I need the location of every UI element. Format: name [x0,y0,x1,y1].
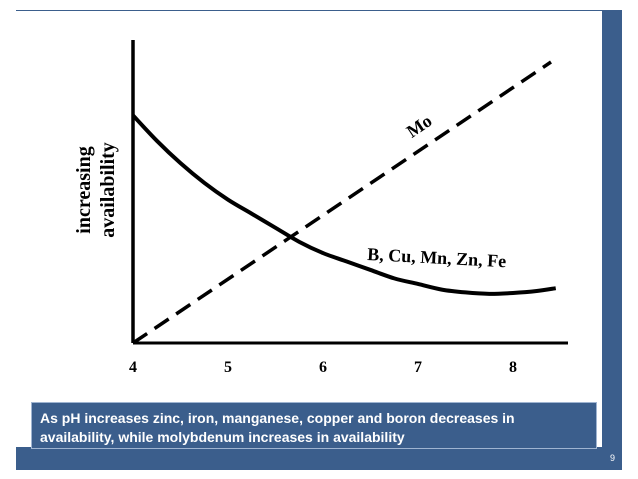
x-tick-label: 5 [224,359,232,376]
caption-text: As pH increases zinc, iron, manganese, c… [40,410,515,445]
series-label-mo: Mo [403,110,436,141]
caption-box: As pH increases zinc, iron, manganese, c… [31,402,597,449]
x-tick-label: 6 [319,359,327,376]
y-axis-label-line-2: availability [97,142,119,238]
x-tick-label: 7 [414,359,422,376]
series-line-mo [132,60,552,345]
series-line-micronutrients [131,114,557,296]
slide-panel [16,11,602,447]
series-labels: Mo B, Cu, Mn, Zn, Fe [367,110,507,271]
series-label-micronutrients: B, Cu, Mn, Zn, Fe [367,244,507,271]
x-tick-label: 8 [509,359,517,376]
x-tick-labels: 4 5 6 7 8 [129,359,517,376]
series-group [131,60,557,345]
y-axis-label-line-1: increasing [73,146,95,233]
page-number: 9 [609,453,615,463]
x-tick-label: 4 [129,359,137,376]
